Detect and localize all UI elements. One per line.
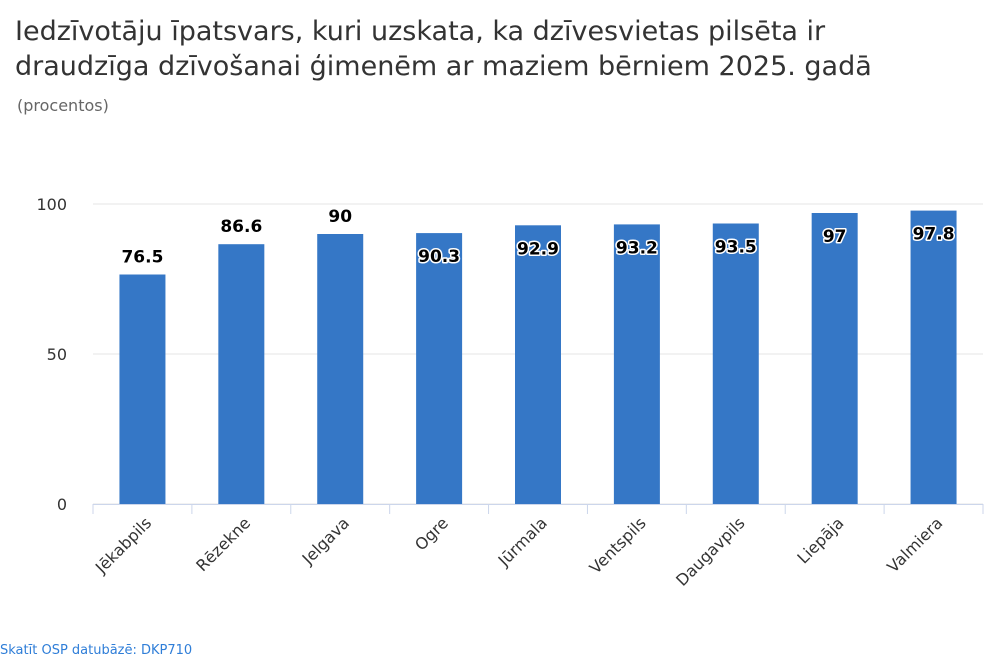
x-tick-label-ogre: Ogre [411, 513, 452, 554]
x-tick-label-jelgava: Jelgava [298, 513, 353, 568]
chart-title-line-1: Iedzīvotāju īpatsvars, kuri uzskata, ka … [15, 16, 826, 47]
bar-valmiera[interactable] [910, 210, 957, 504]
x-tick-label-daugavpils: Daugavpils [672, 513, 748, 589]
x-tick-label-jēkabpils: Jēkabpils [91, 513, 155, 577]
source-database-link[interactable]: Skatīt OSP datubāzē: DKP710 [0, 643, 193, 658]
data-label-liepāja: 97 [823, 227, 847, 247]
y-tick-label: 100 [36, 195, 67, 214]
bar-jūrmala[interactable] [515, 225, 561, 505]
axes [92, 504, 984, 514]
data-label-ogre: 90.3 [418, 247, 460, 267]
bar-jelgava[interactable] [317, 234, 364, 504]
x-tick-label-liepāja: Liepāja [793, 513, 847, 567]
bars [119, 210, 957, 505]
bar-ventspils[interactable] [613, 224, 660, 504]
y-tick-label: 0 [57, 495, 67, 514]
x-tick-label-ventspils: Ventspils [586, 513, 650, 577]
data-label-jelgava: 90 [328, 207, 352, 227]
bar-jēkabpils[interactable] [119, 274, 166, 505]
bar-rēzekne[interactable] [218, 244, 265, 504]
data-label-jēkabpils: 76.5 [121, 248, 163, 268]
bar-liepāja[interactable] [811, 213, 858, 504]
data-label-rēzekne: 86.6 [220, 217, 262, 237]
data-label-ventspils: 93.2 [616, 238, 658, 258]
chart-title-line-2: draudzīga dzīvošanai ģimenēm ar maziem b… [15, 51, 872, 82]
data-label-jūrmala: 92.9 [517, 239, 559, 259]
x-tick-label-jūrmala: Jūrmala [494, 513, 551, 570]
x-tick-label-rēzekne: Rēzekne [192, 513, 254, 575]
data-labels: 76.5 86.6 90 90.3 92.9 93.2 93.5 97 97.8 [121, 207, 956, 269]
data-label-valmiera: 97.8 [913, 225, 955, 245]
y-axis-labels: 0 50 100 [36, 195, 67, 514]
y-tick-label: 50 [47, 345, 67, 364]
chart-title: Iedzīvotāju īpatsvars, kuri uzskata, ka … [15, 14, 985, 84]
data-label-daugavpils: 93.5 [715, 238, 757, 258]
x-tick-label-valmiera: Valmiera [883, 513, 946, 576]
bar-daugavpils[interactable] [712, 223, 759, 505]
bar-ogre[interactable] [416, 233, 463, 504]
x-axis-labels: Jēkabpils Rēzekne Jelgava Ogre Jūrmala Ventsp… [91, 513, 946, 589]
chart-subtitle: (procentos) [17, 96, 109, 115]
